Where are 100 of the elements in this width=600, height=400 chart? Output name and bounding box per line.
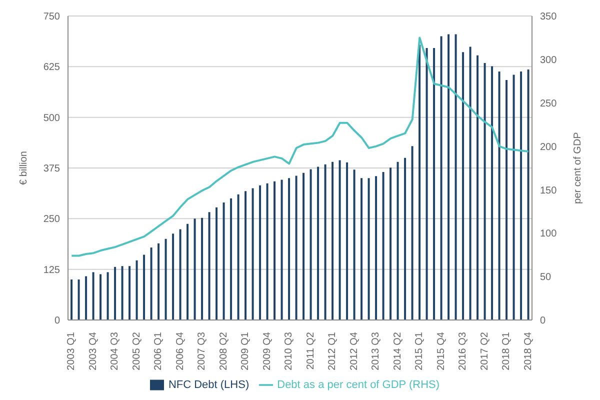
bar	[469, 46, 472, 320]
bar	[186, 224, 189, 320]
bar	[418, 44, 421, 320]
y2-tick-label: 350	[540, 12, 558, 23]
x-tick-label: 2016 Q3	[458, 332, 469, 370]
y-axis-title: € billion	[18, 151, 30, 185]
bar	[332, 162, 334, 320]
y2-tick-label: 0	[540, 316, 546, 327]
bar	[237, 194, 240, 320]
bar	[491, 66, 494, 320]
bar	[462, 52, 464, 320]
bar	[106, 272, 109, 320]
y-tick-label: 0	[54, 316, 60, 327]
y-tick-label: 375	[43, 164, 60, 175]
x-tick-label: 2008 Q2	[218, 332, 230, 370]
x-tick-label: 2012 Q1	[327, 332, 338, 370]
bar	[295, 176, 298, 320]
y-tick-label: 250	[43, 214, 60, 226]
bar	[382, 172, 384, 320]
bar	[92, 272, 94, 320]
bar	[244, 191, 247, 320]
x-tick-label: 2006 Q4	[174, 332, 186, 370]
bar	[338, 160, 341, 320]
bar	[222, 202, 225, 320]
y2-tick-label: 250	[540, 98, 558, 110]
bar	[194, 218, 196, 320]
bar	[128, 266, 131, 320]
x-tick-label: 2006 Q1	[153, 332, 164, 370]
bar	[310, 169, 312, 320]
x-tick-label: 2018 Q1	[501, 332, 512, 370]
legend-label: NFC Debt (LHS)	[168, 378, 250, 391]
x-tick-label: 2010 Q3	[284, 332, 295, 370]
bar	[201, 218, 204, 320]
x-tick-label: 2015 Q4	[436, 332, 447, 370]
x-tick-label: 2004 Q3	[110, 332, 121, 370]
x-tick-label: 2005 Q2	[131, 332, 142, 370]
bar	[150, 247, 152, 320]
y2-tick-label: 50	[540, 272, 552, 284]
x-tick-label: 2014 Q2	[392, 332, 404, 370]
bar	[85, 276, 88, 320]
bar	[360, 178, 363, 320]
bar	[527, 70, 530, 320]
y-tick-label: 125	[43, 264, 60, 276]
bar	[252, 188, 254, 320]
bar	[259, 185, 262, 320]
x-tick-label: 2017 Q2	[479, 332, 490, 370]
x-tick-label: 2018 Q4	[522, 332, 534, 370]
x-tick-label: 2009 Q1	[240, 332, 252, 370]
bar	[411, 146, 414, 320]
line-series	[70, 36, 530, 257]
bar	[324, 164, 326, 320]
bar	[506, 80, 508, 320]
bar	[317, 166, 320, 320]
bar	[498, 72, 500, 320]
x-tick-label: 2003 Q1	[66, 332, 78, 370]
bar	[396, 162, 399, 320]
bar	[520, 72, 522, 320]
x-tick-label: 2003 Q4	[88, 332, 99, 370]
y-tick-label: 625	[43, 62, 60, 74]
y2-tick-label: 100	[540, 228, 558, 240]
bar	[158, 243, 160, 320]
bar	[179, 229, 182, 320]
x-tick-label: 2012 Q4	[348, 332, 360, 370]
bar	[216, 207, 218, 320]
bar	[114, 266, 116, 320]
x-tick-label: 2009 Q4	[262, 332, 273, 370]
bar	[302, 172, 305, 320]
y-tick-label: 500	[43, 112, 60, 124]
bar	[280, 180, 283, 320]
bar	[375, 176, 378, 320]
bar	[143, 254, 146, 320]
bar	[454, 34, 457, 320]
bar	[78, 279, 80, 320]
y2-tick-label: 150	[540, 185, 558, 196]
x-tick-label: 2011 Q2	[305, 332, 316, 370]
bar	[433, 48, 436, 320]
x-tick-label: 2007 Q3	[196, 332, 208, 370]
bar	[426, 48, 428, 320]
y-tick-label: 750	[43, 12, 60, 23]
y2-axis-title: per cent of GDP	[572, 132, 584, 204]
bar	[208, 212, 210, 320]
bar	[476, 55, 479, 320]
bar	[368, 178, 370, 320]
bar	[512, 74, 515, 320]
bar	[390, 168, 392, 320]
bar	[70, 279, 73, 320]
bar	[136, 260, 138, 320]
bar	[288, 178, 290, 320]
bar	[230, 198, 232, 320]
bar	[100, 274, 102, 320]
y2-tick-label: 300	[540, 54, 558, 66]
bar	[353, 170, 356, 320]
bar	[484, 63, 486, 320]
bar	[274, 181, 276, 320]
legend-label: Debt as a per cent of GDP (RHS)	[277, 378, 440, 391]
y2-tick-label: 200	[540, 142, 558, 153]
bar	[448, 34, 450, 320]
bar	[266, 183, 268, 320]
x-tick-label: 2015 Q1	[414, 332, 426, 370]
bar	[440, 36, 442, 320]
